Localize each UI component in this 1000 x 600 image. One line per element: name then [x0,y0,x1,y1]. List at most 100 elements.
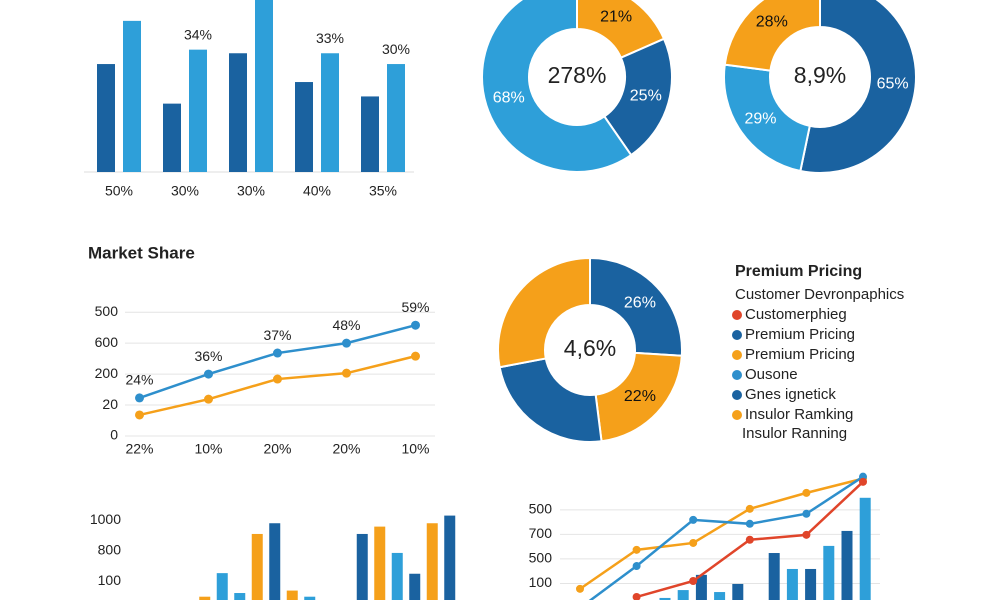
bar [859,497,871,600]
legend-marker [732,390,742,400]
bar [199,596,211,600]
x-tick-label: 10% [194,441,222,457]
x-tick-label: 35% [369,183,397,199]
center-label: 8,9% [794,62,846,88]
point [204,394,213,404]
point [689,577,698,585]
bar [356,533,368,600]
point [273,374,282,384]
slice-label: 65% [877,76,909,93]
bar [361,96,379,172]
bar [768,553,780,600]
legend-label: Customerphieg [745,306,847,323]
x-tick-label: 30% [237,183,265,199]
y-tick-label: 1000 [90,511,121,527]
donut-slice [602,37,673,157]
point [632,545,641,554]
y-tick-label: 500 [95,303,119,319]
point [745,504,754,513]
data-label: 34% [184,26,212,42]
donut-slice [799,0,917,174]
point [342,368,351,378]
center-label: 278% [548,62,607,88]
point [342,338,351,348]
bar [269,523,281,600]
legend-subtitle: Customer Devronpaphics [735,286,904,303]
bar [255,0,273,173]
donut-slice [497,256,591,369]
y-tick-label: 100 [529,574,553,590]
x-tick-label: 20% [263,441,291,457]
legend-label: Insulor Ramking [745,406,853,423]
point [632,562,641,571]
y-tick-label: 20 [102,396,118,412]
donut-slice [481,0,633,173]
y-tick-label: 100 [98,572,122,588]
y-tick-label: 800 [98,541,122,557]
bar [823,545,835,600]
y-tick-label: 500 [529,550,553,566]
point [204,369,213,379]
bar [444,515,456,600]
slice-label: 22% [624,388,656,405]
slice-label: 21% [600,8,632,25]
bar [97,64,115,172]
bar [189,49,207,172]
legend-marker [732,370,742,380]
bar [321,53,339,172]
bar [234,593,246,600]
donut-slice [723,0,821,72]
data-label: 30% [382,41,410,57]
bar [391,552,403,600]
legend-label: Premium Pricing [745,346,855,363]
y-tick-label: 600 [95,334,119,350]
donut-slice [589,256,683,357]
line [579,477,864,590]
data-label: 33% [316,30,344,46]
annotation: 37% [263,327,291,343]
center-label: 4,6% [564,335,616,361]
bar [786,568,798,600]
annotation: 59% [401,299,429,315]
line [588,475,864,600]
x-tick-label: 40% [303,183,331,199]
donut-slice [498,357,603,443]
legend-label: Ousone [745,366,798,383]
point [135,393,144,403]
annotation: 24% [125,372,153,388]
y-tick-label: 0 [110,427,118,443]
bar [251,533,263,600]
point [802,530,811,539]
annotation: 36% [194,348,222,364]
point [745,519,754,528]
point [411,320,420,330]
bar [841,530,853,600]
point [411,351,420,361]
legend-marker [732,410,742,420]
point [273,348,282,358]
bar [304,596,316,600]
x-tick-label: 22% [125,441,153,457]
line [139,354,416,417]
bar [374,526,386,600]
point [135,410,144,420]
slice-label: 26% [624,294,656,311]
legend-marker [732,330,742,340]
legend-footer: Insulor Ranning [742,425,847,442]
bar [286,590,298,600]
legend-label: Gnes ignetick [745,386,836,403]
point [859,477,867,486]
legend-marker [732,310,742,320]
y-tick-label: 200 [95,365,119,381]
bar [123,20,141,172]
point [689,515,698,524]
bar [677,590,689,600]
bar [163,103,181,172]
bar [695,574,707,600]
slice-label: 29% [744,111,776,128]
x-tick-label: 30% [171,183,199,199]
bar [229,53,247,172]
point [802,488,811,497]
x-tick-label: 20% [332,441,360,457]
